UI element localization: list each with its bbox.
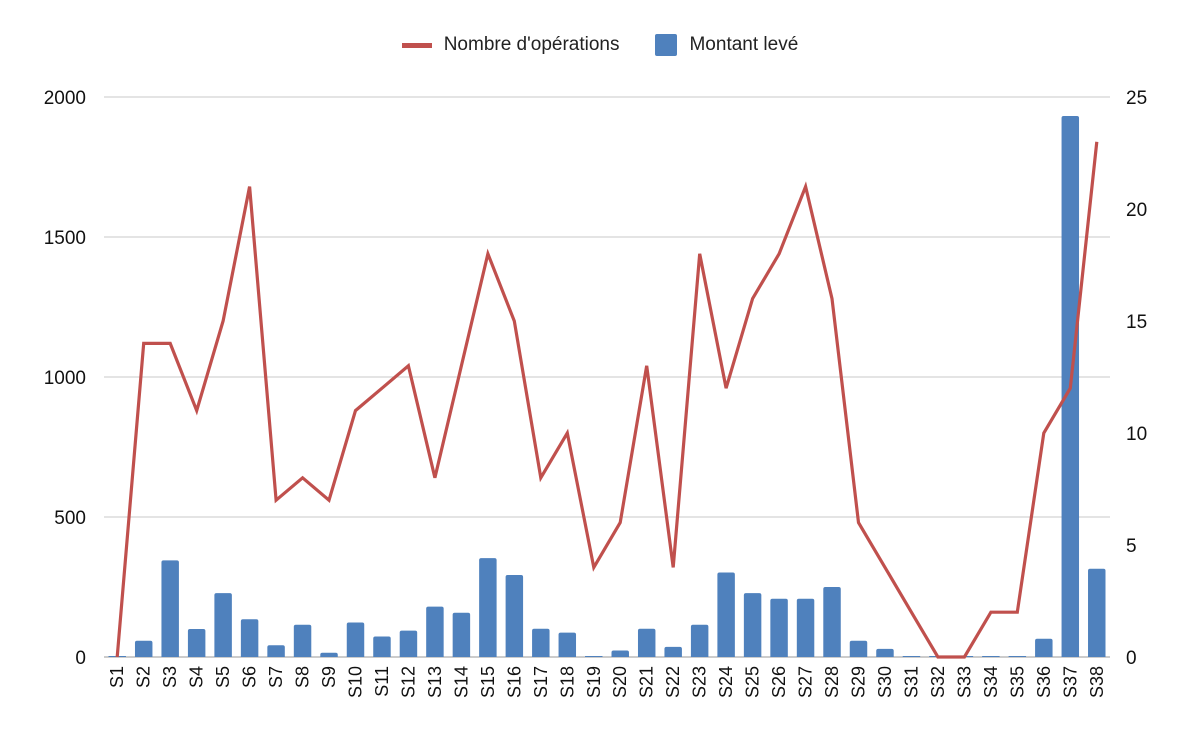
x-tick-label: S26 <box>769 666 789 698</box>
x-tick-label: S5 <box>213 666 233 688</box>
right-tick-label: 15 <box>1126 312 1147 333</box>
x-tick-label: S32 <box>928 666 948 698</box>
x-tick-label: S17 <box>531 666 551 698</box>
x-tick-label: S13 <box>425 666 445 698</box>
left-tick-label: 2000 <box>44 88 86 109</box>
x-tick-label: S6 <box>240 666 260 688</box>
legend-label-amount: Montant levé <box>689 34 799 55</box>
x-tick-label: S21 <box>637 666 657 698</box>
bar-S16 <box>505 574 524 657</box>
right-tick-label: 10 <box>1126 424 1147 445</box>
right-tick-label: 0 <box>1126 648 1137 669</box>
x-axis-ticks: S1 S2 S3 S4 S5 S6 S7 S8 S9 S10 S11 S12 S13 S14 S15 S16 S… <box>107 666 1107 698</box>
bar-S12 <box>399 630 418 657</box>
legend-bar-swatch <box>655 34 678 56</box>
left-tick-label: 500 <box>54 508 86 529</box>
x-tick-label: S8 <box>293 666 313 688</box>
x-tick-label: S9 <box>319 666 339 688</box>
x-tick-label: S3 <box>160 666 180 688</box>
bar-S27 <box>796 598 815 657</box>
bar-S10 <box>346 622 365 657</box>
x-tick-label: S29 <box>849 666 869 698</box>
bar-S3 <box>161 560 179 657</box>
x-tick-label: S28 <box>822 666 842 698</box>
x-tick-label: S15 <box>478 666 498 698</box>
line-series <box>115 141 1099 659</box>
bar-S36 <box>1035 638 1053 657</box>
left-tick-label: 1500 <box>44 228 86 249</box>
bar-S11 <box>373 636 391 657</box>
x-tick-label: S36 <box>1034 666 1054 698</box>
bar-S29 <box>849 640 868 657</box>
bar-S7 <box>267 645 285 657</box>
x-tick-label: S34 <box>981 666 1001 698</box>
left-axis-ticks: 0 500 1000 1500 2000 <box>44 88 86 669</box>
x-tick-label: S2 <box>134 666 154 688</box>
bar-S23 <box>690 624 709 657</box>
x-tick-label: S30 <box>875 666 895 698</box>
bar-S24 <box>717 572 735 657</box>
left-tick-label: 1000 <box>44 368 86 389</box>
x-tick-label: S24 <box>716 666 736 698</box>
right-tick-label: 25 <box>1126 88 1147 109</box>
legend-line-swatch <box>401 42 432 48</box>
left-tick-label: 0 <box>75 648 86 669</box>
x-tick-label: S35 <box>1007 666 1027 698</box>
bar-S28 <box>823 587 841 657</box>
x-tick-label: S19 <box>584 666 604 698</box>
right-axis-ticks: 0 5 10 15 20 25 <box>1126 88 1147 669</box>
grid-lines <box>104 96 1110 658</box>
bar-S2 <box>134 640 153 657</box>
x-tick-label: S1 <box>107 666 127 688</box>
x-tick-label: S33 <box>954 666 974 698</box>
bar-S13 <box>426 606 444 657</box>
x-tick-label: S27 <box>796 666 816 698</box>
bar-S34 <box>982 656 1000 657</box>
right-tick-label: 5 <box>1126 536 1137 557</box>
x-tick-label: S31 <box>901 666 921 698</box>
bar-S35 <box>1008 656 1027 657</box>
x-tick-label: S10 <box>346 666 366 698</box>
bar-S5 <box>214 593 232 657</box>
bar-series <box>108 116 1106 658</box>
bar-S31 <box>902 656 921 657</box>
x-tick-label: S4 <box>187 666 207 688</box>
bar-S18 <box>558 632 577 657</box>
bar-S9 <box>320 652 338 657</box>
bar-S4 <box>187 629 206 657</box>
bar-S6 <box>240 619 259 657</box>
x-tick-label: S25 <box>743 666 763 698</box>
bar-S19 <box>585 656 603 657</box>
x-tick-label: S18 <box>557 666 577 698</box>
bar-S38 <box>1088 568 1106 657</box>
x-tick-label: S37 <box>1060 666 1080 698</box>
x-tick-label: S38 <box>1087 666 1107 698</box>
bar-S26 <box>770 598 788 657</box>
bar-S30 <box>876 648 894 657</box>
x-tick-label: S22 <box>663 666 683 698</box>
chart-legend: Nombre d'opérations Montant levé <box>0 34 1200 56</box>
x-tick-label: S11 <box>372 666 392 697</box>
bar-S14 <box>452 612 471 657</box>
bar-S17 <box>532 628 550 657</box>
x-tick-label: S12 <box>398 666 418 698</box>
legend-item-amount: Montant levé <box>655 34 798 56</box>
bar-S15 <box>479 558 497 657</box>
bar-S25 <box>743 593 762 657</box>
legend-label-operations: Nombre d'opérations <box>443 34 620 55</box>
x-tick-label: S20 <box>610 666 630 698</box>
bar-S20 <box>611 650 629 657</box>
right-tick-label: 20 <box>1126 200 1147 221</box>
bar-S8 <box>293 624 312 657</box>
legend-item-operations: Nombre d'opérations <box>401 34 620 56</box>
x-tick-label: S16 <box>504 666 524 698</box>
bar-S22 <box>664 646 682 657</box>
line-operations <box>115 141 1099 659</box>
x-tick-label: S7 <box>266 666 286 688</box>
bar-S21 <box>637 628 656 657</box>
x-tick-label: S23 <box>690 666 710 698</box>
x-tick-label: S14 <box>451 666 471 698</box>
